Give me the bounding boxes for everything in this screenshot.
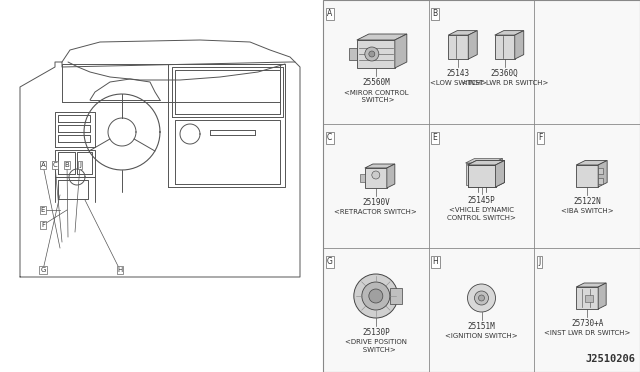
- Text: F: F: [538, 134, 543, 142]
- Text: F: F: [41, 222, 45, 228]
- Polygon shape: [598, 178, 603, 184]
- Polygon shape: [448, 31, 477, 35]
- Text: G: G: [327, 257, 333, 266]
- Polygon shape: [465, 163, 493, 185]
- Text: B: B: [433, 10, 438, 19]
- Text: E: E: [41, 207, 45, 213]
- Polygon shape: [467, 165, 495, 187]
- Text: 25560M: 25560M: [362, 78, 390, 87]
- Polygon shape: [387, 164, 395, 188]
- Text: 25143: 25143: [447, 69, 470, 78]
- Text: <LOW SWITCH>: <LOW SWITCH>: [429, 80, 487, 86]
- Text: A: A: [40, 162, 45, 168]
- Text: E: E: [433, 134, 437, 142]
- Polygon shape: [495, 160, 504, 187]
- Text: B: B: [65, 162, 69, 168]
- Text: J: J: [538, 257, 541, 266]
- Circle shape: [365, 47, 379, 61]
- Text: J: J: [79, 162, 81, 168]
- Circle shape: [467, 284, 495, 312]
- Text: <IBA SWITCH>: <IBA SWITCH>: [561, 208, 614, 214]
- Polygon shape: [515, 31, 524, 59]
- Circle shape: [369, 289, 383, 303]
- Text: A: A: [327, 10, 332, 19]
- Polygon shape: [576, 160, 607, 165]
- Text: G: G: [40, 267, 45, 273]
- Text: <MIROR CONTROL
  SWITCH>: <MIROR CONTROL SWITCH>: [344, 90, 408, 103]
- Circle shape: [479, 295, 484, 301]
- Polygon shape: [365, 164, 395, 168]
- Text: C: C: [52, 162, 58, 168]
- Polygon shape: [493, 158, 502, 185]
- Polygon shape: [495, 160, 504, 187]
- Polygon shape: [360, 174, 365, 182]
- Polygon shape: [576, 287, 598, 309]
- Circle shape: [354, 274, 398, 318]
- Text: 25122N: 25122N: [573, 197, 601, 206]
- Text: H: H: [433, 257, 438, 266]
- Polygon shape: [598, 168, 603, 174]
- Circle shape: [369, 51, 375, 57]
- Bar: [323, 0, 640, 372]
- Polygon shape: [365, 168, 387, 188]
- Circle shape: [474, 291, 488, 305]
- Text: J2510206: J2510206: [585, 354, 635, 364]
- Polygon shape: [467, 160, 504, 165]
- Circle shape: [372, 171, 380, 179]
- Text: 25730+A: 25730+A: [571, 319, 604, 328]
- Text: 25145P: 25145P: [468, 196, 495, 205]
- Text: <DRIVE POSITION
   SWITCH>: <DRIVE POSITION SWITCH>: [345, 339, 407, 353]
- Text: 25151M: 25151M: [468, 322, 495, 331]
- Polygon shape: [495, 35, 515, 59]
- Polygon shape: [395, 34, 407, 68]
- Bar: [585, 295, 593, 302]
- Polygon shape: [465, 158, 502, 163]
- Polygon shape: [448, 35, 468, 59]
- Polygon shape: [576, 283, 606, 287]
- Text: <INST LWR DR SWITCH>: <INST LWR DR SWITCH>: [461, 80, 548, 86]
- Polygon shape: [390, 288, 402, 304]
- Polygon shape: [576, 165, 598, 187]
- Polygon shape: [349, 48, 357, 60]
- Text: <IGNITION SWITCH>: <IGNITION SWITCH>: [445, 333, 518, 339]
- Text: <INST LWR DR SWITCH>: <INST LWR DR SWITCH>: [544, 330, 630, 336]
- Text: 25190V: 25190V: [362, 198, 390, 207]
- Polygon shape: [467, 165, 495, 187]
- Polygon shape: [598, 283, 606, 309]
- Text: 25360Q: 25360Q: [491, 69, 518, 78]
- Text: <RETRACTOR SWITCH>: <RETRACTOR SWITCH>: [335, 209, 417, 215]
- Polygon shape: [495, 31, 524, 35]
- Polygon shape: [468, 31, 477, 59]
- Polygon shape: [357, 34, 407, 40]
- Polygon shape: [467, 160, 504, 165]
- Text: C: C: [327, 134, 332, 142]
- Text: H: H: [117, 267, 123, 273]
- Circle shape: [362, 282, 390, 310]
- Text: 25130P: 25130P: [362, 328, 390, 337]
- Polygon shape: [598, 160, 607, 187]
- Polygon shape: [357, 40, 395, 68]
- Text: <VHICLE DYNAMIC
CONTROL SWITCH>: <VHICLE DYNAMIC CONTROL SWITCH>: [447, 207, 516, 221]
